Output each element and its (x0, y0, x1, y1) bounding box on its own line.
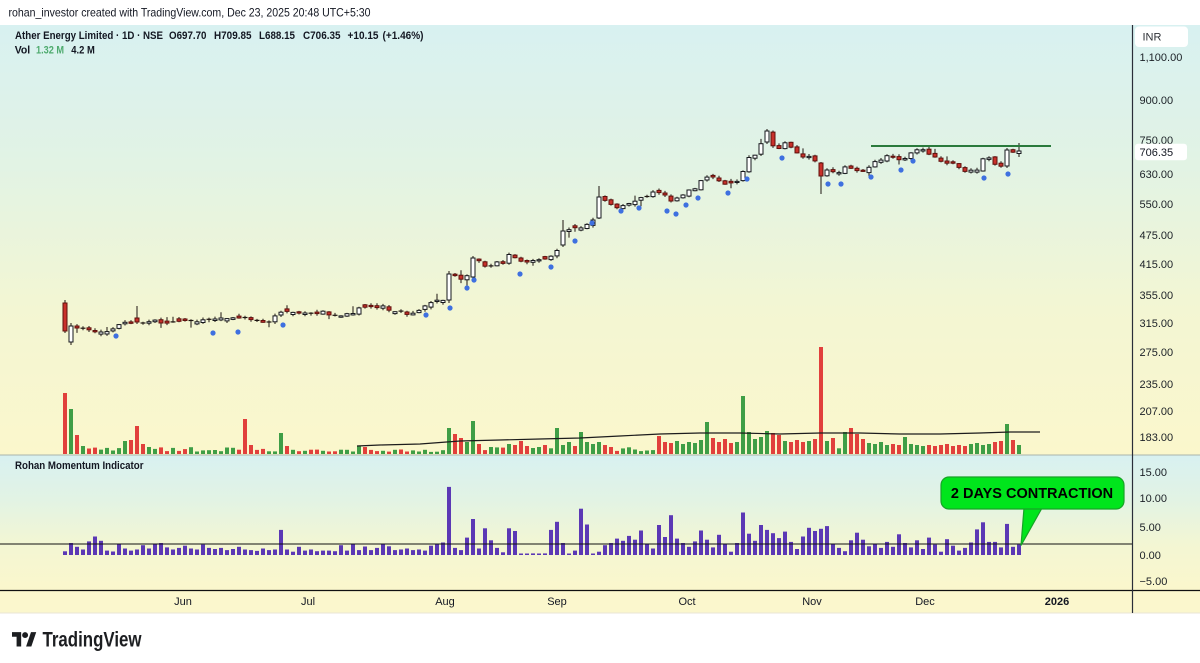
svg-text:1,100.00: 1,100.00 (1140, 52, 1183, 64)
svg-text:630.00: 630.00 (1140, 169, 1174, 181)
svg-text:Dec: Dec (915, 596, 935, 608)
svg-text:Vol: Vol (15, 45, 31, 57)
svg-text:2026: 2026 (1045, 596, 1069, 608)
svg-text:15.00: 15.00 (1140, 467, 1168, 479)
svg-text:Sep: Sep (547, 596, 567, 608)
svg-text:315.00: 315.00 (1140, 318, 1174, 330)
svg-text:1.32 M: 1.32 M (36, 45, 64, 57)
svg-text:355.00: 355.00 (1140, 290, 1174, 302)
svg-text:0.00: 0.00 (1140, 550, 1161, 562)
svg-text:900.00: 900.00 (1140, 95, 1174, 107)
svg-text:L688.15: L688.15 (259, 30, 295, 42)
svg-text:275.00: 275.00 (1140, 347, 1174, 359)
svg-text:O697.70: O697.70 (169, 30, 207, 42)
svg-text:Aug: Aug (435, 596, 455, 608)
svg-text:5.00: 5.00 (1140, 522, 1161, 534)
svg-text:235.00: 235.00 (1140, 379, 1174, 391)
svg-text:550.00: 550.00 (1140, 199, 1174, 211)
svg-text:H709.85: H709.85 (214, 30, 252, 42)
svg-text:+10.15: +10.15 (348, 30, 379, 42)
svg-text:4.2 M: 4.2 M (71, 45, 95, 57)
svg-text:415.00: 415.00 (1140, 259, 1174, 271)
svg-text:Oct: Oct (678, 596, 695, 608)
svg-text:10.00: 10.00 (1140, 493, 1168, 505)
svg-text:475.00: 475.00 (1140, 230, 1174, 242)
svg-text:Nov: Nov (802, 596, 822, 608)
svg-text:−5.00: −5.00 (1140, 576, 1168, 588)
svg-text:183.00: 183.00 (1140, 432, 1174, 444)
svg-text:(+1.46%): (+1.46%) (383, 30, 424, 42)
svg-text:Rohan Momentum Indicator: Rohan Momentum Indicator (15, 460, 144, 472)
svg-text:2 DAYS CONTRACTION: 2 DAYS CONTRACTION (951, 486, 1113, 502)
svg-text:Jun: Jun (174, 596, 192, 608)
svg-text:rohan_investor created with Tr: rohan_investor created with TradingView.… (9, 6, 371, 20)
svg-text:Jul: Jul (301, 596, 315, 608)
svg-text:TradingView: TradingView (43, 629, 143, 652)
svg-text:C706.35: C706.35 (303, 30, 341, 42)
svg-text:706.35: 706.35 (1140, 147, 1174, 159)
svg-text:INR: INR (1143, 31, 1162, 43)
svg-text:Ather Energy Limited · 1D · NS: Ather Energy Limited · 1D · NSE (15, 30, 163, 42)
svg-text:207.00: 207.00 (1140, 406, 1174, 418)
